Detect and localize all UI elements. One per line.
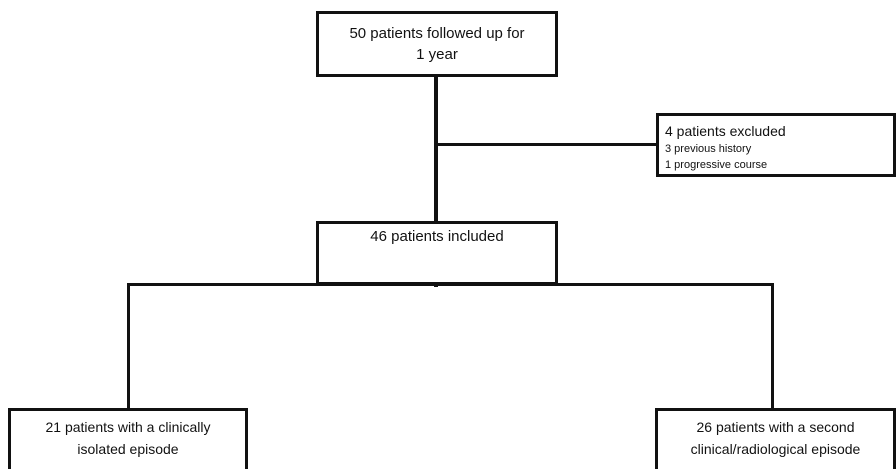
box-followed-up: 50 patients followed up for 1 year [316,11,558,77]
clinically-isolated-line2: isolated episode [77,441,179,457]
excluded-reason-previous-history: 3 previous history [665,143,752,155]
second-episode-line2: clinical/radiological episode [690,441,861,457]
followed-up-line1: 50 patients followed up for [349,25,525,42]
box-clinically-isolated: 21 patients with a clinically isolated e… [8,408,248,469]
branch-right-vertical [771,283,774,410]
included-label: 46 patients included [370,228,504,245]
box-included: 46 patients included [316,221,558,285]
second-episode-line1: 26 patients with a second [696,419,855,435]
box-second-episode: 26 patients with a second clinical/radio… [655,408,896,469]
box-excluded: 4 patients excluded 3 previous history 1… [656,113,896,177]
followed-up-line2: 1 year [416,46,458,63]
connector-top-to-included [434,75,438,223]
connector-to-excluded [438,143,656,146]
excluded-reason-progressive-course: 1 progressive course [665,159,768,171]
excluded-title: 4 patients excluded [665,123,786,139]
branch-left-vertical [127,283,130,410]
clinically-isolated-line1: 21 patients with a clinically [45,419,211,435]
